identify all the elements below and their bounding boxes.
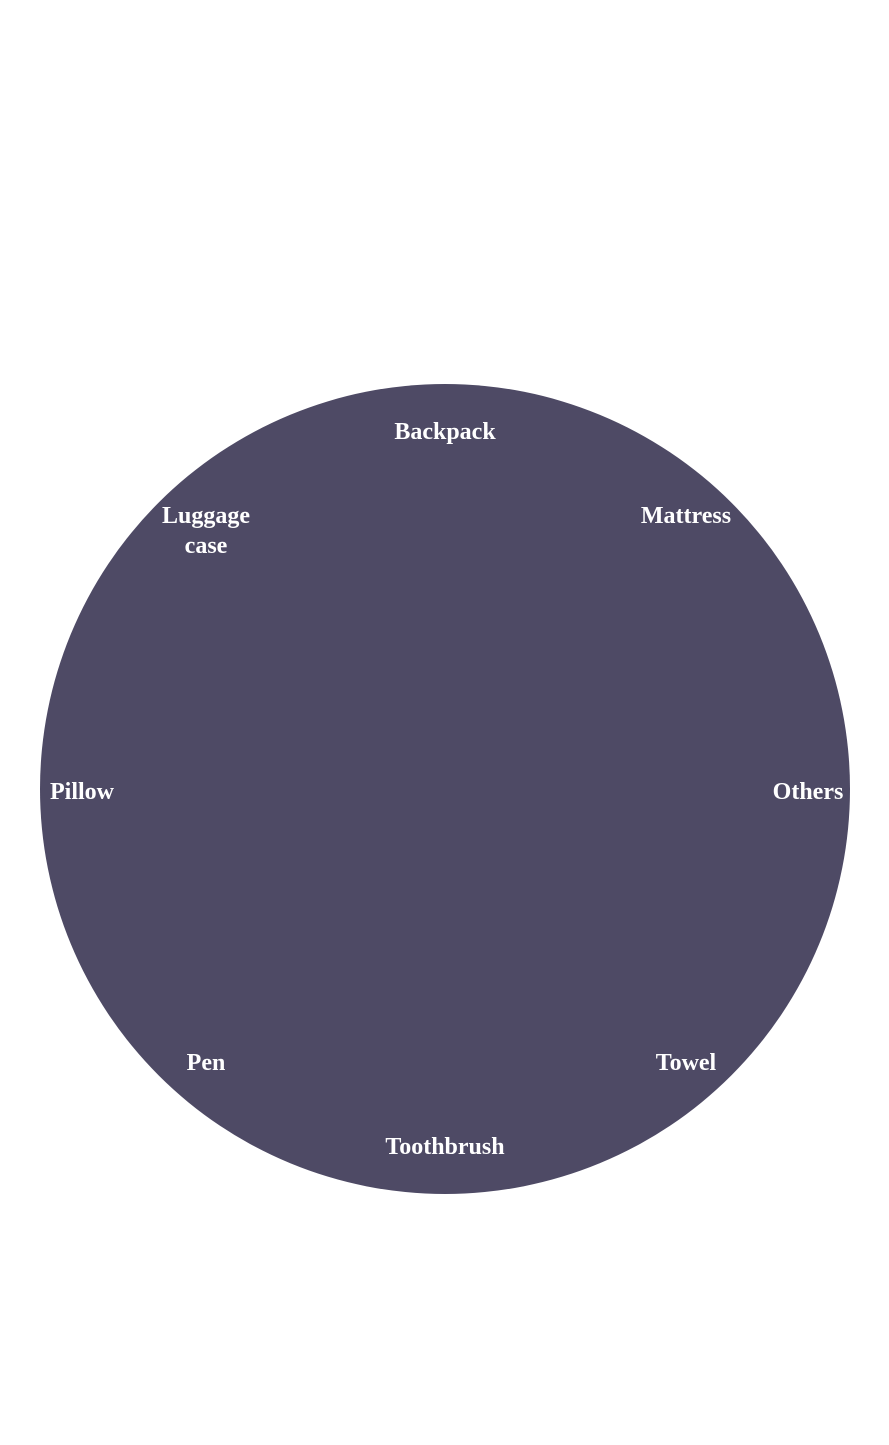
label-toothbrush: Toothbrush (385, 1134, 504, 1160)
diagram-circle (40, 384, 850, 1194)
label-luggage-case: Luggage case (162, 503, 250, 559)
label-others: Others (773, 779, 844, 805)
label-backpack: Backpack (394, 419, 496, 445)
label-towel: Towel (656, 1050, 717, 1076)
label-pen: Pen (187, 1050, 226, 1076)
label-mattress: Mattress (641, 503, 731, 529)
label-pillow: Pillow (50, 779, 115, 805)
